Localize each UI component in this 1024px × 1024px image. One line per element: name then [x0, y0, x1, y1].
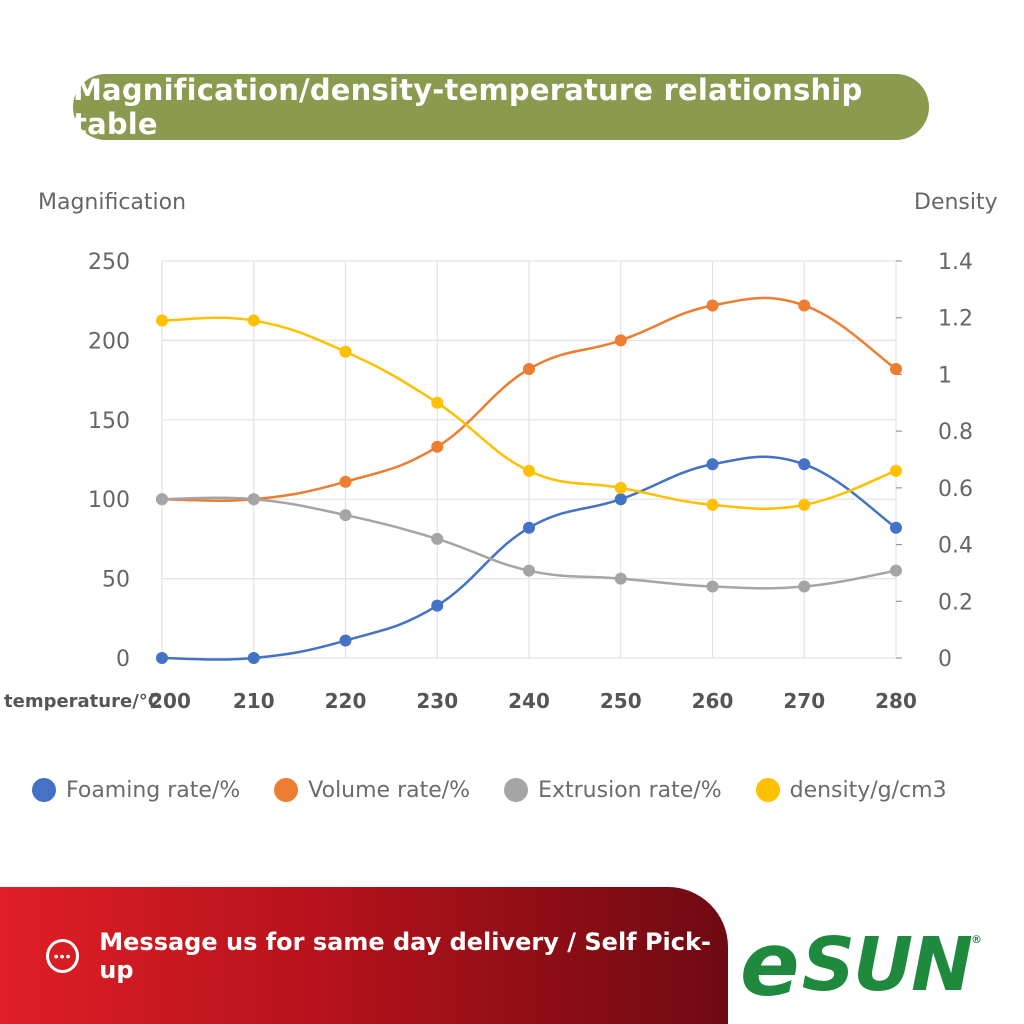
right-tick-label: 1	[938, 363, 952, 388]
x-tick-label: 250	[600, 689, 642, 713]
legend-swatch	[504, 778, 529, 802]
right-tick-label: 0.4	[938, 534, 973, 559]
legend-label: Foaming rate/%	[66, 777, 241, 803]
right-tick-label: 0.6	[938, 477, 973, 502]
data-point-extrusion-rate	[614, 572, 627, 585]
banner-text: Message us for same day delivery / Self …	[99, 927, 711, 984]
data-point-density-g-cm3	[798, 498, 811, 511]
data-point-extrusion-rate	[247, 493, 260, 506]
legend-label: density/g/cm3	[789, 777, 947, 803]
left-tick-label: 150	[88, 409, 130, 434]
legend-swatch	[755, 778, 780, 802]
data-point-extrusion-rate	[890, 564, 902, 577]
right-tick-label: 1.2	[938, 307, 973, 332]
registered-mark: ®	[971, 933, 983, 946]
left-tick-label: 250	[88, 250, 130, 275]
data-point-density-g-cm3	[614, 481, 627, 494]
data-point-foaming-rate	[890, 521, 902, 534]
data-point-volume-rate	[614, 334, 627, 347]
data-point-density-g-cm3	[706, 498, 719, 511]
x-axis-title: temperature/°C	[4, 691, 161, 712]
x-tick-label: 210	[233, 689, 275, 713]
right-tick-label: 0.8	[938, 420, 973, 445]
left-tick-label: 200	[88, 329, 130, 354]
esun-logo: e SUN ®	[740, 921, 983, 1009]
legend-label: Volume rate/%	[308, 777, 471, 803]
data-point-foaming-rate	[156, 652, 168, 664]
data-point-density-g-cm3	[890, 464, 902, 477]
data-point-extrusion-rate	[798, 580, 811, 593]
right-tick-label: 0.2	[938, 590, 973, 615]
data-point-volume-rate	[431, 440, 444, 453]
data-point-foaming-rate	[706, 458, 719, 471]
right-axis-title: Density	[914, 190, 998, 215]
data-point-foaming-rate	[339, 634, 352, 647]
data-point-density-g-cm3	[523, 464, 535, 477]
data-point-density-g-cm3	[156, 314, 168, 327]
data-point-foaming-rate	[247, 652, 260, 664]
data-point-volume-rate	[798, 299, 811, 312]
legend-item-density-g-cm3: density/g/cm3	[755, 777, 947, 803]
data-point-density-g-cm3	[431, 396, 444, 409]
legend-swatch	[32, 778, 56, 802]
legend-item-foaming-rate: Foaming rate/%	[32, 778, 240, 803]
line-chart: 0 50 100 150 200 250 0 0.2 0.4 0.6 0.8 1 1.2 1.4 200 21…	[4, 250, 973, 713]
right-tick-label: 1.4	[938, 250, 973, 275]
data-point-volume-rate	[523, 362, 535, 375]
logo-sun: SUN	[801, 922, 973, 1008]
x-tick-label: 230	[416, 689, 458, 713]
x-tick-label: 240	[508, 689, 550, 713]
data-point-volume-rate	[890, 362, 902, 375]
promo-banner[interactable]: ••• Message us for same day delivery / S…	[0, 887, 728, 1024]
data-point-volume-rate	[706, 299, 719, 312]
chart-title: Magnification/density-temperature relati…	[73, 73, 929, 141]
data-point-foaming-rate	[431, 599, 444, 612]
left-tick-label: 100	[88, 488, 130, 513]
data-point-foaming-rate	[614, 493, 627, 506]
logo-e: e	[740, 913, 800, 1016]
data-point-extrusion-rate	[339, 509, 352, 522]
data-point-foaming-rate	[523, 521, 535, 534]
right-tick-label: 0	[938, 647, 952, 672]
x-tick-label: 260	[692, 689, 734, 713]
data-point-extrusion-rate	[523, 564, 535, 577]
left-tick-label: 0	[116, 647, 130, 672]
left-axis-title: Magnification	[38, 190, 187, 215]
x-tick-label: 270	[783, 689, 825, 713]
chat-bubble-icon: •••	[46, 938, 80, 973]
chart-legend: Foaming rate/% Volume rate/% Extrusion rat…	[32, 772, 1024, 808]
left-tick-label: 50	[102, 568, 130, 593]
x-tick-label: 200	[149, 689, 191, 713]
x-tick-label: 220	[325, 689, 367, 713]
data-point-foaming-rate	[798, 458, 811, 471]
x-tick-label: 280	[875, 689, 917, 713]
legend-label: Extrusion rate/%	[538, 777, 722, 803]
data-point-extrusion-rate	[706, 580, 719, 593]
data-point-density-g-cm3	[247, 314, 260, 327]
data-point-density-g-cm3	[339, 345, 352, 358]
data-point-extrusion-rate	[156, 493, 168, 506]
legend-item-volume-rate: Volume rate/%	[274, 778, 470, 803]
data-point-extrusion-rate	[431, 532, 444, 545]
data-point-volume-rate	[339, 475, 352, 488]
legend-swatch	[274, 778, 299, 802]
legend-item-extrusion-rate: Extrusion rate/%	[504, 778, 722, 803]
